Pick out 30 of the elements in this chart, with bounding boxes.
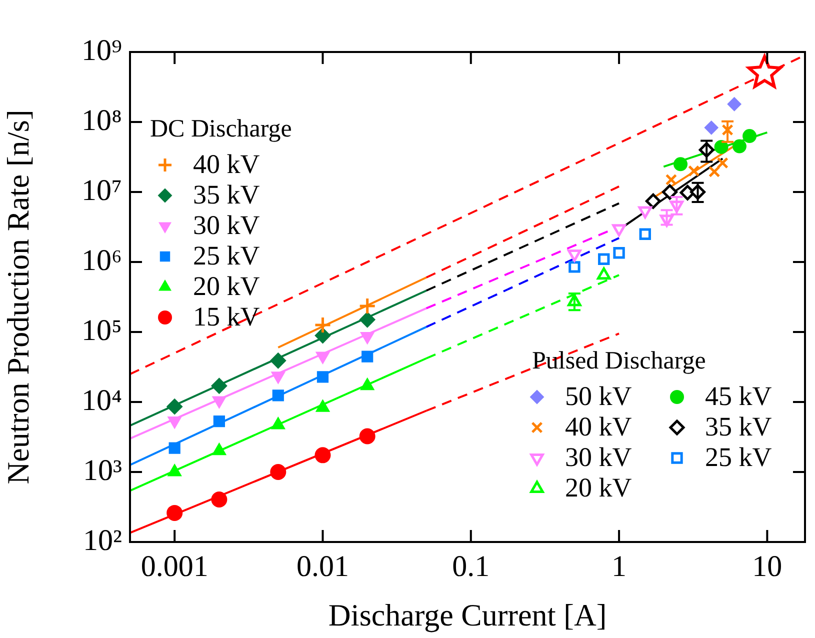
y-tick-label: 10⁷ — [82, 174, 122, 207]
y-tick-label: 10² — [83, 524, 122, 557]
legend-label: 20 kV — [565, 472, 632, 503]
y-tick-label: 10³ — [83, 454, 122, 487]
legend-label: 15 kV — [193, 302, 260, 332]
legend-label: 40 kV — [565, 412, 632, 442]
y-tick-label: 10⁵ — [82, 314, 122, 347]
x-tick-label: 0.01 — [296, 550, 349, 583]
legend-label: 35 kV — [705, 412, 772, 442]
x-axis-title: Discharge Current [A] — [328, 598, 607, 633]
legend-label: 25 kV — [193, 240, 260, 271]
x-tick-label: 0.1 — [452, 550, 490, 583]
y-tick-label: 10⁶ — [82, 244, 122, 277]
legend-label: 40 kV — [193, 149, 260, 180]
legend-label: 30 kV — [193, 210, 260, 240]
x-tick-label: 1 — [612, 550, 627, 583]
legend-label: 35 kV — [193, 180, 260, 210]
x-tick-label: 0.001 — [140, 550, 208, 583]
legend-label: 30 kV — [565, 442, 632, 472]
y-axis-title: Neutron Production Rate [n/s] — [0, 110, 36, 484]
y-tick-label: 10⁹ — [82, 34, 122, 67]
text: Pulsed Discharge — [532, 348, 706, 375]
legend-label: 25 kV — [705, 442, 772, 472]
legend-label: 45 kV — [705, 381, 772, 412]
text: DC Discharge — [150, 116, 292, 143]
x-tick-label: 10 — [752, 550, 782, 583]
y-tick-label: 10⁴ — [82, 384, 122, 417]
legend-label: 50 kV — [565, 381, 632, 412]
y-tick-label: 10⁸ — [82, 104, 122, 137]
legend-label: 20 kV — [193, 271, 260, 302]
